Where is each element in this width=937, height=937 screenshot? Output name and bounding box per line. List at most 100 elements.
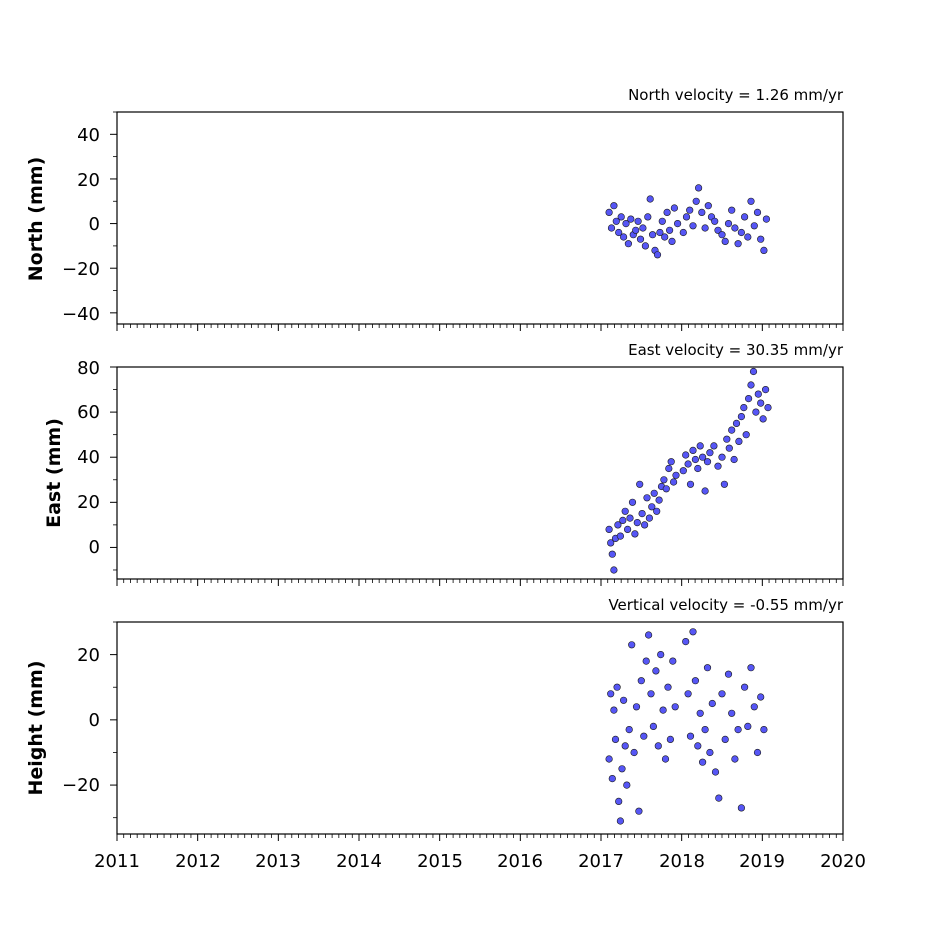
- data-point: [627, 215, 635, 223]
- north-ytick-label: −20: [62, 259, 100, 280]
- data-point: [698, 208, 706, 216]
- data-point: [626, 514, 634, 522]
- height-axes-frame: [116, 621, 844, 835]
- data-point: [670, 204, 679, 212]
- xtick-label: 2020: [820, 851, 866, 872]
- data-point: [691, 455, 700, 464]
- data-point: [632, 703, 641, 711]
- data-point: [665, 226, 674, 234]
- data-point: [643, 494, 651, 502]
- data-point: [689, 446, 697, 455]
- north-ytick-label: −40: [62, 304, 100, 325]
- data-point: [682, 637, 690, 646]
- data-point: [711, 768, 720, 776]
- height-ytick-label: −20: [62, 775, 100, 796]
- data-point: [607, 224, 616, 232]
- data-point: [689, 222, 697, 230]
- east-ytick-label: 60: [77, 402, 100, 423]
- north-title: North velocity = 1.26 mm/yr: [628, 86, 844, 104]
- xtick-label: 2019: [739, 851, 785, 872]
- data-point: [644, 631, 653, 639]
- data-point: [764, 404, 772, 412]
- north-ytick-label: 40: [77, 125, 100, 146]
- xtick-label: 2015: [417, 851, 463, 872]
- east-axes-frame: [116, 366, 844, 580]
- x-tick-labels: 2011 2012 2013 2014 2015 2016 2017 2018 …: [94, 851, 866, 872]
- data-point: [734, 240, 742, 248]
- data-point: [710, 442, 718, 450]
- data-point: [679, 467, 687, 475]
- data-point: [658, 217, 666, 225]
- data-point: [656, 228, 664, 237]
- data-point: [610, 202, 618, 210]
- data-point: [728, 709, 736, 717]
- data-point: [740, 213, 749, 221]
- data-point: [614, 521, 622, 529]
- data-point: [616, 817, 625, 825]
- data-point: [631, 530, 639, 538]
- height-ytick-label: 0: [89, 710, 100, 731]
- data-point: [761, 386, 770, 394]
- data-point: [608, 774, 616, 783]
- data-point: [747, 664, 755, 672]
- data-point: [753, 208, 762, 216]
- data-point: [724, 220, 733, 228]
- data-point: [686, 732, 695, 740]
- data-point: [657, 650, 665, 659]
- data-point: [619, 516, 627, 525]
- data-point: [605, 525, 613, 534]
- data-point: [740, 683, 749, 691]
- data-point: [653, 251, 662, 259]
- data-point: [724, 670, 733, 678]
- data-point: [711, 217, 719, 225]
- data-point: [615, 228, 623, 237]
- data-point: [737, 804, 746, 812]
- data-point: [661, 233, 669, 241]
- data-point: [647, 690, 655, 698]
- data-point: [708, 699, 716, 708]
- data-point: [650, 489, 658, 497]
- xtick-label: 2014: [336, 851, 382, 872]
- data-point: [621, 507, 629, 515]
- data-point: [622, 220, 630, 228]
- data-point: [723, 435, 731, 443]
- data-point: [608, 550, 616, 558]
- data-point: [682, 213, 691, 221]
- data-point: [718, 690, 726, 698]
- data-point: [613, 683, 621, 691]
- data-point: [725, 444, 733, 452]
- data-point: [718, 453, 726, 461]
- data-point: [605, 208, 613, 216]
- data-point: [669, 657, 677, 665]
- data-point: [692, 197, 700, 205]
- data-point: [619, 233, 628, 241]
- data-point: [642, 657, 650, 665]
- data-point: [689, 628, 697, 636]
- data-point: [628, 641, 636, 649]
- data-point: [698, 453, 707, 461]
- data-point: [617, 213, 625, 221]
- data-point: [691, 677, 700, 685]
- data-point: [686, 206, 694, 214]
- data-point: [605, 755, 613, 763]
- data-point: [654, 742, 662, 750]
- data-point: [720, 480, 729, 488]
- east-title: East velocity = 30.35 mm/yr: [628, 341, 844, 359]
- data-point: [623, 525, 632, 534]
- east-ytick-label: 0: [89, 537, 100, 558]
- data-point: [641, 242, 650, 250]
- data-point: [684, 460, 692, 468]
- data-point: [730, 455, 738, 464]
- north-axes-frame: [116, 111, 844, 325]
- east-panel: East velocity = 30.35 mm/yr East (mm) 80…: [43, 341, 844, 586]
- data-point: [662, 485, 670, 493]
- data-point: [645, 514, 654, 522]
- east-ylabel: East (mm): [43, 418, 65, 528]
- data-point: [637, 677, 645, 685]
- data-point: [744, 395, 753, 403]
- data-point: [634, 217, 642, 225]
- data-point: [740, 404, 748, 412]
- data-point: [661, 755, 670, 763]
